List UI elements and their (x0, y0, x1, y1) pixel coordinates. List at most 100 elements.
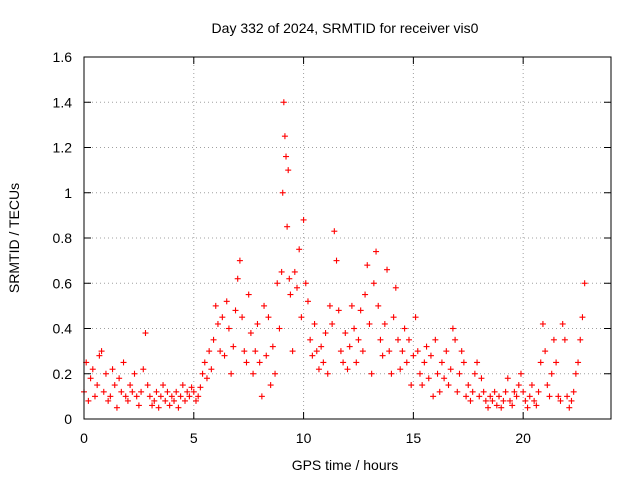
data-point (555, 393, 562, 400)
data-point (410, 352, 417, 359)
data-point (414, 348, 421, 355)
data-point (531, 397, 538, 404)
data-point (243, 359, 250, 366)
data-point (315, 366, 322, 373)
data-point (124, 397, 131, 404)
data-point (201, 359, 208, 366)
data-point (452, 336, 459, 343)
data-point (553, 359, 560, 366)
data-point (100, 388, 107, 395)
y-tick-label: 0 (64, 411, 72, 427)
data-point (460, 359, 467, 366)
data-point (447, 366, 454, 373)
data-point (546, 393, 553, 400)
data-point (304, 298, 311, 305)
data-point (133, 393, 140, 400)
data-point (533, 402, 540, 409)
data-point (535, 388, 542, 395)
data-point (129, 388, 136, 395)
data-point (513, 393, 520, 400)
data-point (559, 320, 566, 327)
data-point (234, 275, 241, 282)
data-point (381, 320, 388, 327)
y-tick-label: 1.6 (53, 49, 73, 65)
data-point (239, 314, 246, 321)
data-point (96, 352, 103, 359)
data-point (263, 352, 270, 359)
data-point (320, 359, 327, 366)
data-point (577, 336, 584, 343)
data-point (432, 336, 439, 343)
data-point (331, 228, 338, 235)
data-point (254, 320, 261, 327)
data-point (443, 348, 450, 355)
data-point (287, 291, 294, 298)
x-tick-label: 5 (190, 430, 198, 446)
data-point (171, 397, 178, 404)
data-point (140, 366, 147, 373)
data-point (395, 336, 402, 343)
y-tick-label: 0.2 (53, 366, 73, 382)
data-point (526, 393, 533, 400)
data-point (487, 393, 494, 400)
data-point (326, 302, 333, 309)
data-point (127, 382, 134, 389)
data-point (157, 393, 164, 400)
data-point (250, 370, 257, 377)
data-point (550, 336, 557, 343)
data-point (283, 153, 290, 160)
data-point (392, 284, 399, 291)
data-point (355, 336, 362, 343)
data-point (113, 404, 120, 411)
data-point (153, 388, 160, 395)
data-point (403, 359, 410, 366)
data-point (116, 375, 123, 382)
data-point (279, 189, 286, 196)
data-point (146, 393, 153, 400)
y-tick-label: 1.2 (53, 140, 73, 156)
data-point (498, 404, 505, 411)
x-tick-label: 20 (515, 430, 531, 446)
data-point (570, 388, 577, 395)
data-point (471, 370, 478, 377)
data-point (105, 397, 112, 404)
data-point (151, 397, 158, 404)
data-point (284, 223, 291, 230)
data-point (544, 382, 551, 389)
data-point (261, 302, 268, 309)
data-point (542, 348, 549, 355)
data-point (441, 375, 448, 382)
data-point (412, 314, 419, 321)
data-point (272, 370, 279, 377)
data-point (162, 397, 169, 404)
data-point (474, 359, 481, 366)
data-point (276, 325, 283, 332)
data-point (399, 348, 406, 355)
data-point (561, 336, 568, 343)
data-point (427, 352, 434, 359)
data-point (351, 325, 358, 332)
data-point (388, 370, 395, 377)
data-point (364, 262, 371, 269)
data-point (228, 370, 235, 377)
data-point (195, 393, 202, 400)
data-point (208, 366, 215, 373)
data-point (500, 397, 507, 404)
data-point (324, 370, 331, 377)
data-point (438, 359, 445, 366)
x-tick-label: 15 (406, 430, 422, 446)
data-point (267, 382, 274, 389)
data-point (480, 388, 487, 395)
data-point (302, 280, 309, 287)
data-point (214, 320, 221, 327)
data-point (478, 375, 485, 382)
data-point (85, 397, 92, 404)
data-point (476, 393, 483, 400)
data-point (539, 320, 546, 327)
data-point (184, 388, 191, 395)
data-point (212, 302, 219, 309)
data-point (203, 375, 210, 382)
data-point (379, 352, 386, 359)
data-point (386, 348, 393, 355)
data-point (568, 397, 575, 404)
